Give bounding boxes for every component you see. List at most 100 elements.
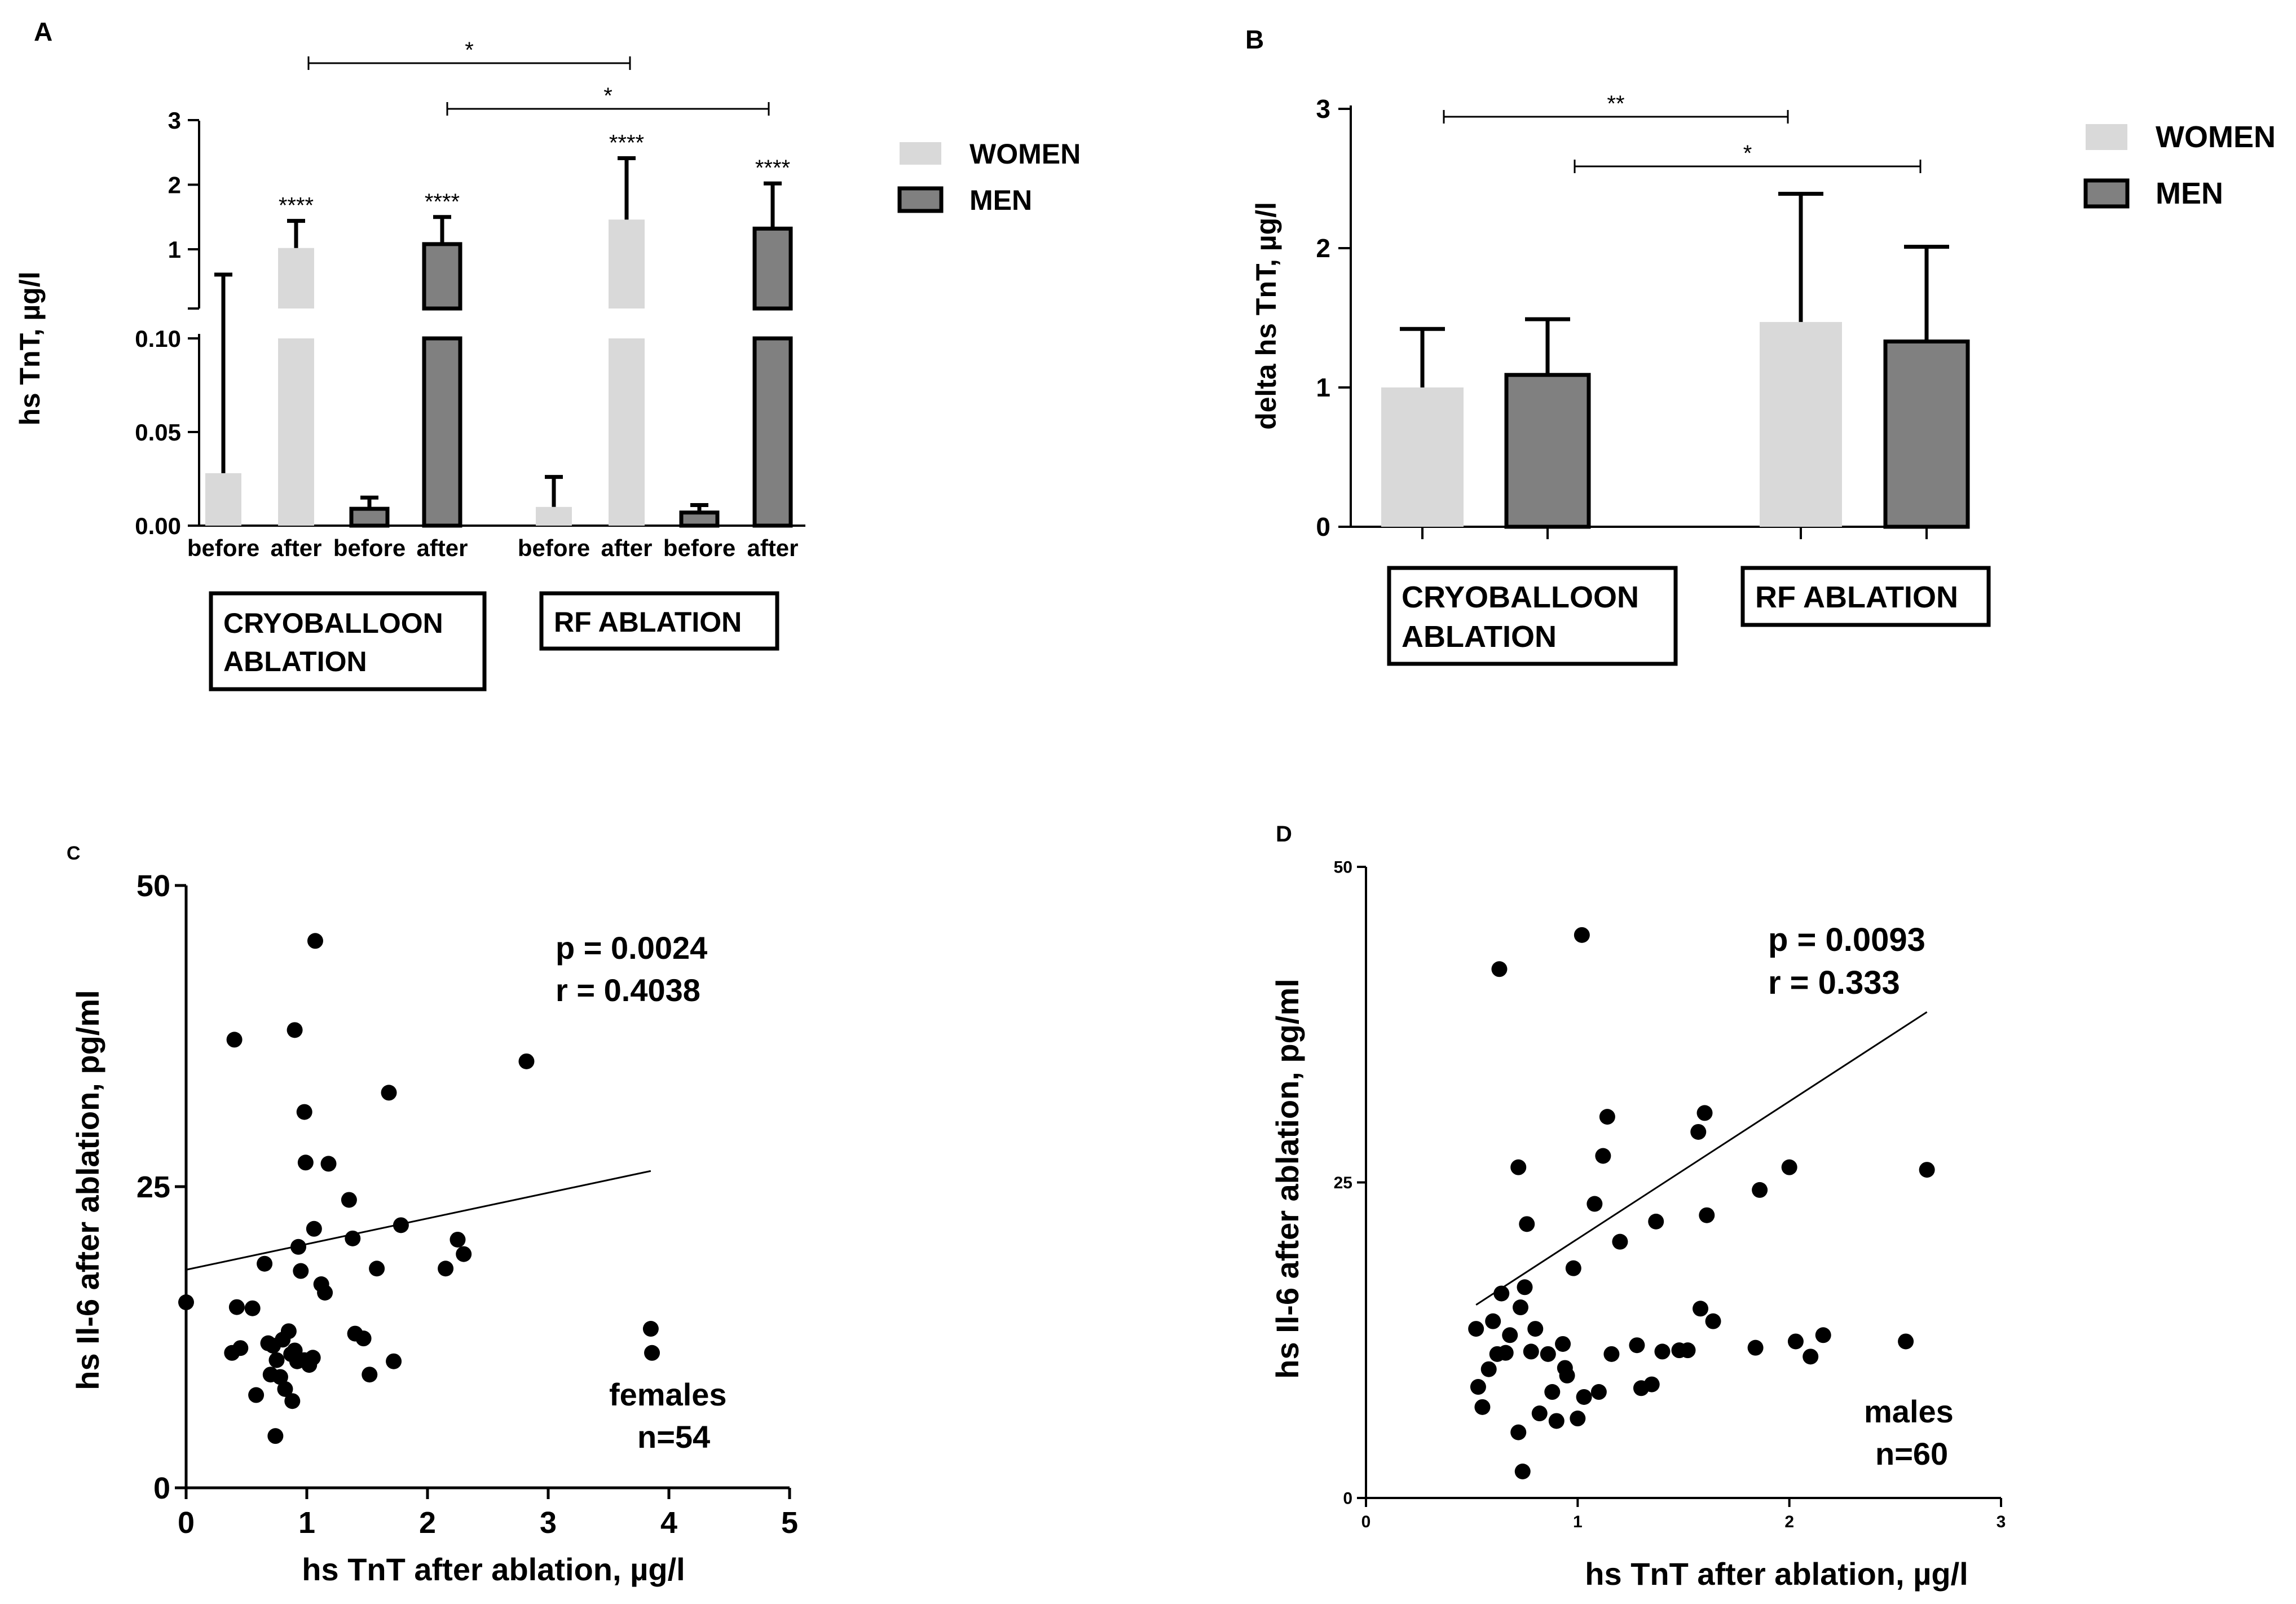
- panel-c-point: [644, 1345, 660, 1361]
- panel-d-point: [1898, 1333, 1914, 1350]
- panel-c-point: [307, 933, 323, 949]
- panel-c-xtick-label: 3: [540, 1506, 557, 1540]
- panel-c-point: [296, 1104, 312, 1120]
- panel-d-point: [1527, 1321, 1544, 1337]
- panel-c-point: [317, 1284, 333, 1301]
- panel-c-point: [284, 1393, 301, 1409]
- panel-a-group-cryoballoon-text: ABLATION: [223, 646, 367, 677]
- panel-c-r-value: r = 0.4038: [556, 972, 700, 1008]
- panel-d-xtick-label: 0: [1361, 1513, 1371, 1531]
- panel-d-xtick-label: 2: [1784, 1513, 1794, 1531]
- panel-b-group-labels: CRYOBALLOON ABLATION RF ABLATION: [1387, 566, 1991, 666]
- panel-c-point: [290, 1239, 307, 1255]
- panel-c-point: [345, 1230, 361, 1246]
- panel-c-point: [320, 1156, 337, 1172]
- panel-d-point: [1705, 1313, 1721, 1329]
- panel-d-point: [1629, 1337, 1645, 1354]
- panel-a-legend-swatch-women: [900, 142, 941, 165]
- panel-b-legend-swatch-women: [2086, 124, 2127, 150]
- panel-a-x-tick-label: after: [416, 535, 468, 561]
- panel-b-error-bars: [1400, 192, 1949, 387]
- panel-a-x-tick-label: before: [663, 535, 735, 561]
- panel-a-significance: ****: [279, 193, 314, 218]
- panel-a-ylabel: hs TnT, µg/l: [14, 271, 46, 425]
- panel-b-group-rf-text: RF ABLATION: [1755, 580, 1958, 614]
- panel-c-fit-line: [186, 1170, 651, 1271]
- panel-d-point: [1693, 1301, 1709, 1317]
- panel-c-point: [248, 1387, 265, 1403]
- panel-c-point: [297, 1154, 314, 1171]
- panel-a-bracket-2-label: *: [603, 83, 612, 108]
- panel-c-fit-line-path: [186, 1170, 651, 1271]
- panel-a-ytick-label: 2: [168, 172, 181, 199]
- panel-c-point: [355, 1330, 372, 1347]
- panel-d-ylabel: hs Il-6 after ablation, pg/ml: [1270, 979, 1305, 1378]
- panel-c-point: [287, 1022, 303, 1038]
- panel-d-point: [1474, 1399, 1491, 1415]
- panel-d-point: [1548, 1413, 1565, 1429]
- panel-c-group-name: females: [609, 1377, 727, 1412]
- panel-d-point: [1752, 1182, 1768, 1198]
- panel-d-point: [1919, 1162, 1935, 1178]
- panel-c-point: [228, 1299, 245, 1315]
- panel-b-group-cryoballoon-box: [1387, 566, 1678, 666]
- panel-d-point: [1587, 1196, 1603, 1212]
- panel-a-legend-label-women: WOMEN: [969, 138, 1081, 170]
- panel-c-ytick-label: 50: [136, 869, 170, 903]
- panel-a-bar-lower: [752, 336, 793, 528]
- panel-d-group-name: males: [1864, 1394, 1954, 1429]
- panel-c-letter: C: [67, 843, 81, 864]
- panel-d-r-value: r = 0.333: [1768, 964, 1900, 1001]
- panel-d-point: [1559, 1367, 1575, 1383]
- panel-c-point: [362, 1367, 378, 1383]
- panel-d-point: [1690, 1123, 1707, 1140]
- panel-d-point: [1514, 1464, 1531, 1480]
- panel-b-bar: [1504, 373, 1591, 529]
- panel-b-ytick-label: 3: [1316, 94, 1330, 124]
- panel-a-legend-label-men: MEN: [969, 184, 1032, 216]
- panel-b-letter: B: [1245, 25, 1264, 54]
- panel-b-group-rf-box: [1740, 566, 1991, 627]
- panel-c-point: [393, 1217, 409, 1233]
- panel-c-point: [381, 1085, 397, 1101]
- panel-c-point: [438, 1261, 454, 1277]
- panel-a-ytick-label: 3: [168, 107, 181, 134]
- panel-a-error-bars: **** **** **** ****: [214, 131, 790, 513]
- panel-a-x-tick-label: after: [601, 535, 652, 561]
- panel-b-ytick-label: 1: [1316, 373, 1330, 402]
- panel-d-point: [1696, 1105, 1713, 1121]
- panel-b-legend-label-women: WOMEN: [2156, 120, 2276, 154]
- panel-d-point: [1519, 1216, 1535, 1232]
- panel-a-significance-brackets: **: [307, 38, 770, 116]
- panel-d-scatter: D hs Il-6 after ablation, pg/ml hs TnT a…: [1270, 822, 2006, 1592]
- panel-a-x-tick-label: before: [333, 535, 406, 561]
- panel-d-point: [1565, 1260, 1581, 1276]
- panel-d-point: [1544, 1384, 1561, 1400]
- panel-c-point: [642, 1321, 659, 1337]
- panel-d-point: [1491, 961, 1508, 977]
- panel-c-point: [456, 1246, 472, 1262]
- panel-b-bar: [1381, 387, 1464, 527]
- panel-a-x-tick-label: before: [187, 535, 259, 561]
- panel-a-bracket-1-label: *: [465, 38, 474, 63]
- panel-c-point: [226, 1032, 243, 1048]
- panel-b-group-cryoballoon-text: ABLATION: [1402, 620, 1557, 654]
- panel-c-point: [272, 1369, 288, 1385]
- panel-c-point: [386, 1353, 402, 1369]
- panel-b-ylabel: delta hs TnT, µg/l: [1250, 202, 1282, 430]
- panel-b-ytick-label: 2: [1316, 233, 1330, 263]
- panel-d-axes: 0 1 2 3 0 25 50: [1334, 858, 2006, 1532]
- panel-a-ytick-label: 1: [168, 236, 181, 263]
- panel-a-bar-upper: [752, 226, 793, 311]
- panel-d-xtick-label: 1: [1573, 1513, 1583, 1531]
- panel-c-points: [178, 933, 660, 1444]
- panel-c-point: [449, 1231, 466, 1248]
- panel-d-point: [1523, 1343, 1539, 1360]
- panel-d-xtick-label: 3: [1997, 1513, 2006, 1531]
- panel-d-point: [1510, 1424, 1527, 1440]
- panel-d-point: [1648, 1213, 1664, 1230]
- panel-b-bar: [1760, 321, 1842, 527]
- panel-d-n: n=60: [1875, 1436, 1948, 1471]
- panel-d-ytick-label: 25: [1334, 1174, 1352, 1192]
